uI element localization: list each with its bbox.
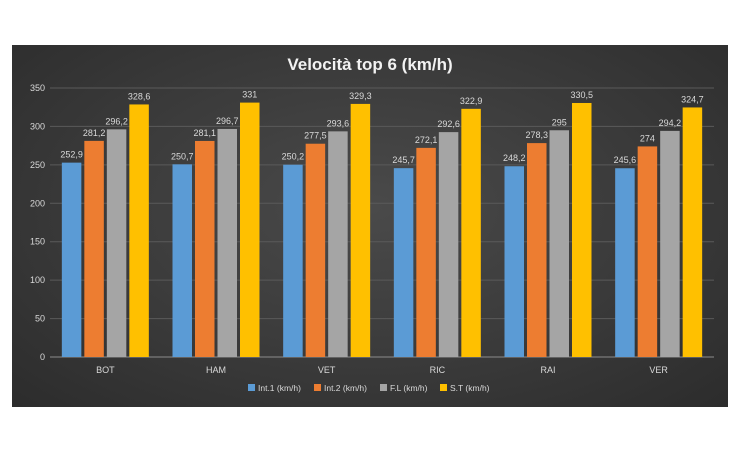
x-axis-ticks: BOT HAM VET RIC RAI VER — [96, 365, 668, 375]
legend: Int.1 (km/h) Int.2 (km/h) F.L (km/h) S.T (k… — [248, 383, 490, 393]
bar — [240, 102, 260, 357]
legend-label: Int.2 (km/h) — [324, 383, 367, 393]
legend-swatch — [440, 384, 447, 391]
data-label: 250,7 — [171, 151, 194, 161]
y-tick-label: 200 — [30, 198, 45, 208]
bar — [172, 164, 192, 357]
data-label: 272,1 — [415, 135, 438, 145]
x-tick-label: VER — [649, 365, 668, 375]
bar — [549, 130, 569, 357]
data-label: 281,1 — [193, 128, 216, 138]
data-label: 324,7 — [681, 94, 704, 104]
data-label: 331 — [242, 90, 257, 100]
data-label: 250,2 — [282, 152, 305, 162]
bar — [682, 107, 703, 357]
legend-label: Int.1 (km/h) — [258, 383, 301, 393]
gridlines — [50, 87, 714, 358]
y-tick-label: 350 — [30, 83, 45, 93]
legend-swatch — [314, 384, 321, 391]
bar — [106, 129, 127, 357]
data-label: 245,7 — [392, 155, 415, 165]
data-label: 296,2 — [105, 116, 128, 126]
y-tick-label: 250 — [30, 160, 45, 170]
bar — [61, 162, 82, 357]
data-label: 330,5 — [570, 90, 593, 100]
data-label: 295 — [552, 117, 567, 127]
data-label: 328,6 — [128, 91, 151, 101]
y-axis-ticks: 0 50 100 150 200 250 300 350 — [30, 83, 45, 362]
legend-swatch — [248, 384, 255, 391]
bar — [637, 146, 658, 357]
bar — [504, 166, 524, 357]
data-label: 245,6 — [614, 155, 637, 165]
bar — [328, 131, 348, 357]
bar — [305, 143, 326, 357]
x-tick-label: BOT — [96, 365, 115, 375]
x-tick-label: HAM — [206, 365, 226, 375]
bar-chart: Velocità top 6 (km/h) 0 50 100 150 200 250 300… — [30, 55, 714, 393]
y-tick-label: 100 — [30, 275, 45, 285]
bar — [283, 164, 303, 357]
chart-panel: Velocità top 6 (km/h) 0 50 100 150 200 250 300… — [12, 45, 728, 407]
bar — [217, 128, 237, 357]
bar — [438, 132, 459, 357]
data-label: 252,9 — [60, 150, 83, 160]
data-label: 277,5 — [304, 131, 327, 141]
y-tick-label: 0 — [40, 352, 45, 362]
bar — [84, 140, 104, 357]
data-label: 281,2 — [83, 128, 106, 138]
data-label: 278,3 — [525, 130, 548, 140]
data-label: 329,3 — [349, 91, 372, 101]
x-tick-label: RIC — [430, 365, 446, 375]
bar — [572, 102, 592, 357]
bars — [61, 102, 703, 358]
bar — [615, 168, 635, 357]
legend-label: S.T (km/h) — [450, 383, 490, 393]
x-tick-label: VET — [318, 365, 336, 375]
bar — [350, 103, 371, 357]
data-label: 322,9 — [460, 96, 483, 106]
data-label: 248,2 — [503, 153, 526, 163]
bar — [416, 147, 436, 357]
bar — [195, 140, 215, 357]
data-label: 296,7 — [216, 116, 239, 126]
x-tick-label: RAI — [540, 365, 555, 375]
data-label: 274 — [640, 133, 655, 143]
data-label: 293,6 — [327, 118, 350, 128]
bar — [129, 104, 149, 357]
y-tick-label: 50 — [35, 314, 45, 324]
data-label: 294,2 — [659, 118, 682, 128]
y-tick-label: 300 — [30, 121, 45, 131]
bar — [660, 130, 680, 357]
bar — [461, 108, 481, 358]
data-label: 292,6 — [437, 119, 460, 129]
bar — [393, 168, 414, 357]
y-tick-label: 150 — [30, 237, 45, 247]
bar — [527, 143, 547, 357]
legend-label: F.L (km/h) — [390, 383, 428, 393]
chart-title: Velocità top 6 (km/h) — [287, 55, 452, 74]
legend-swatch — [380, 384, 387, 391]
